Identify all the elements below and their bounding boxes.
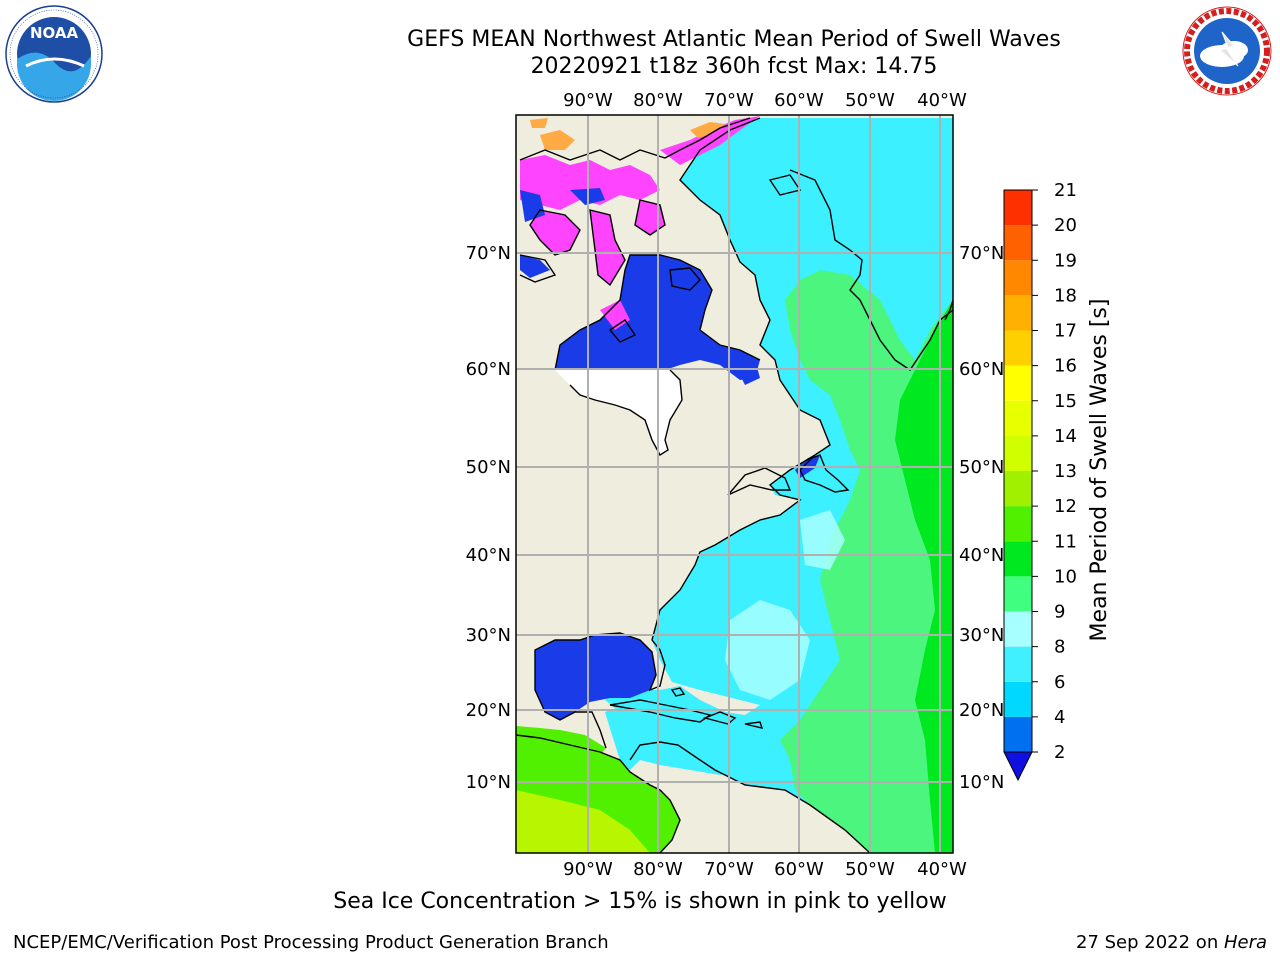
gulf-of-mexico-field [535,633,656,720]
lat-label: 20°N [466,700,511,721]
lat-label: 70°N [466,243,511,264]
light-cyan-patch [725,600,810,700]
map-frame [515,114,954,854]
lon-label: 80°W [633,859,683,880]
colorbar-segment [1004,190,1032,226]
colorbar-tick-label: 11 [1054,531,1077,552]
coastlines [516,117,953,853]
colorbar-segment [1004,646,1032,682]
lon-label: 60°W [774,90,824,111]
colorbar-segment [1004,400,1032,436]
footer-branch: NCEP/EMC/Verification Post Processing Pr… [13,932,609,953]
lon-label: 90°W [563,90,613,111]
colorbar-segment [1004,365,1032,401]
colorbar-tick-label: 9 [1054,602,1065,623]
lon-label: 50°W [845,859,895,880]
lat-label: 10°N [466,772,511,793]
colorbar-label: Mean Period of Swell Waves [s] [1087,299,1112,642]
colorbar-tick-label: 16 [1054,356,1077,377]
graticule [516,115,953,853]
sea-ice-caption: Sea Ice Concentration > 15% is shown in … [333,889,947,914]
colorbar-segment [1004,506,1032,542]
colorbar-segment [1004,611,1032,647]
colorbar-tick-label: 6 [1054,672,1065,693]
map-field [516,115,953,853]
lon-label: 60°W [774,859,824,880]
lat-labels-right: 70°N 60°N 50°N 40°N 30°N 20°N 10°N [959,243,1004,793]
lon-labels-top: 90°W 80°W 70°W 60°W 50°W 40°W [563,90,967,111]
colorbar-tick-label: 13 [1054,461,1077,482]
lat-label: 10°N [959,772,1004,793]
chart-title: GEFS MEAN Northwest Atlantic Mean Period… [407,27,1061,52]
chart-subtitle: 20220921 t18z 360h fcst Max: 14.75 [530,54,938,79]
lon-label: 80°W [633,90,683,111]
lat-labels-left: 70°N 60°N 50°N 40°N 30°N 20°N 10°N [466,243,511,793]
colorbar-tick-label: 20 [1054,215,1077,236]
colorbar-tick-label: 8 [1054,637,1065,658]
colorbar-segment [1004,541,1032,577]
colorbar-tick-label: 18 [1054,285,1077,306]
colorbar-segment [1004,435,1032,471]
footer-date-text: 27 Sep 2022 on [1076,932,1224,953]
lat-label: 40°N [959,545,1004,566]
svg-text:NOAA: NOAA [30,24,79,42]
colorbar-tick-label: 15 [1054,391,1077,412]
lon-label: 40°W [917,90,967,111]
lon-labels-bottom: 90°W 80°W 70°W 60°W 50°W 40°W [563,859,967,880]
lon-label: 90°W [563,859,613,880]
colorbar-tick-label: 17 [1054,321,1077,342]
lat-label: 30°N [466,625,511,646]
lat-label: 60°N [466,359,511,380]
colorbar-tick-label: 14 [1054,426,1077,447]
colorbar-tick-label: 12 [1054,496,1077,517]
colorbar-segment [1004,295,1032,331]
colorbar-under-triangle [1003,751,1033,782]
lat-label: 30°N [959,625,1004,646]
lat-label: 40°N [466,545,511,566]
lon-label: 70°W [704,90,754,111]
colorbar: 2 4 6 8 9 10 11 12 13 14 15 16 17 18 19 20 21 [1003,180,1077,782]
lon-label: 70°W [704,859,754,880]
colorbar-segment [1004,716,1032,752]
lon-label: 40°W [917,859,967,880]
labrador-sea-field [680,140,860,320]
south-america-field-yellow [516,790,650,853]
lat-label: 50°N [466,457,511,478]
lon-label: 50°W [845,90,895,111]
colorbar-segment [1004,225,1032,261]
colorbar-tick-label: 4 [1054,707,1065,728]
footer-date: 27 Sep 2022 on Hera [1076,932,1267,953]
open-ocean-bright-green [895,300,953,853]
noaa-logo-icon: NOAA [5,5,103,103]
colorbar-segment [1004,681,1032,717]
colorbar-segment [1004,260,1032,296]
lat-label: 70°N [959,243,1004,264]
colorbar-segment [1004,576,1032,612]
footer-host: Hera [1223,932,1267,953]
lat-label: 20°N [959,700,1004,721]
colorbar-tick-label: 21 [1054,180,1077,201]
colorbar-segment [1004,471,1032,507]
colorbar-segment [1004,330,1032,366]
lat-label: 50°N [959,457,1004,478]
lat-label: 60°N [959,359,1004,380]
colorbar-tick-label: 19 [1054,250,1077,271]
nws-logo-icon [1182,6,1272,96]
colorbar-tick-label: 10 [1054,566,1077,587]
colorbar-tick-label: 2 [1054,742,1065,763]
